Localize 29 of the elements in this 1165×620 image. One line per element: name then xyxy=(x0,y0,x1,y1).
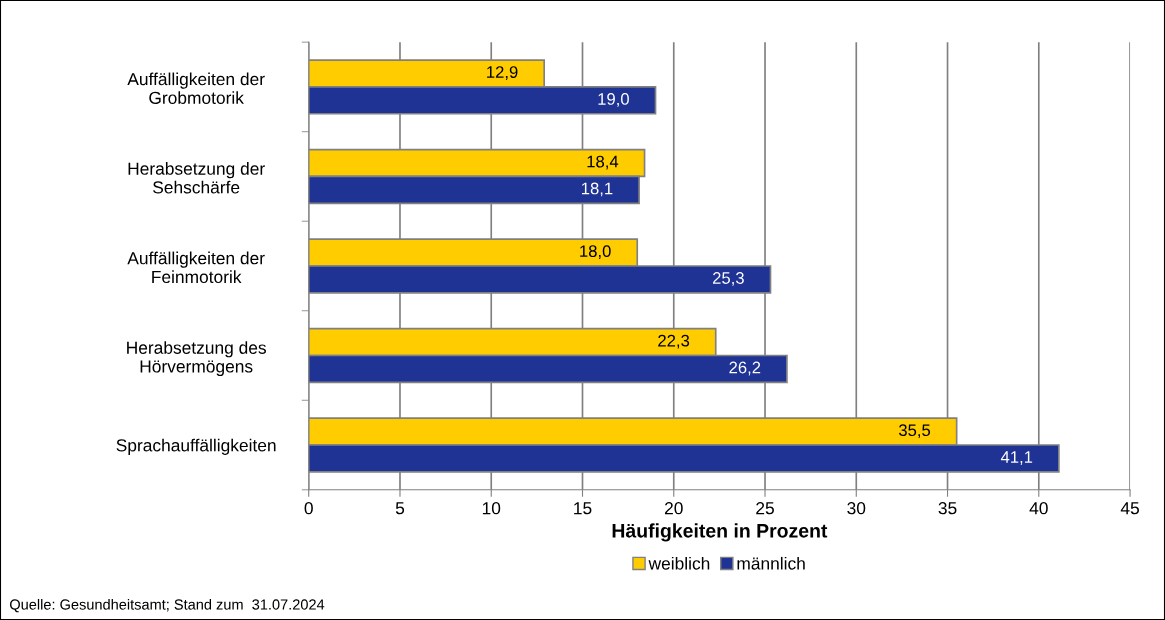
x-tick-label: 5 xyxy=(395,502,405,515)
data-label: 19,0 xyxy=(598,93,629,107)
x-tick-label: 35 xyxy=(938,502,957,515)
source-note: Quelle: Gesundheitsamt; Stand zum 31.07.2024 xyxy=(10,598,325,613)
data-label: 41,1 xyxy=(1000,451,1033,465)
x-tick-label: 40 xyxy=(1029,502,1048,515)
data-label: 18,4 xyxy=(587,155,619,170)
data-label: 12,9 xyxy=(487,66,518,80)
x-tick-label: 30 xyxy=(847,502,866,515)
data-label: 26,2 xyxy=(729,361,761,376)
y-tick-label: Auffälligkeiten der Grobmotorik xyxy=(127,72,265,104)
x-tick-label: 25 xyxy=(756,502,774,515)
y-tick-label: Sprachauffälligkeiten xyxy=(116,438,276,455)
x-tick-label: 45 xyxy=(1120,502,1139,515)
y-tick-label: Herabsetzung der Sehschärfe xyxy=(128,162,265,194)
x-tick-label: 10 xyxy=(482,502,501,515)
legend-label: männlich xyxy=(737,556,805,570)
x-tick-label: 15 xyxy=(574,502,592,515)
data-label: 18,1 xyxy=(582,182,613,197)
legend-label: weiblich xyxy=(648,556,710,570)
x-axis-title: Häufigkeiten in Prozent xyxy=(612,523,828,542)
data-label: 35,5 xyxy=(898,424,931,439)
data-label: 25,3 xyxy=(713,272,744,286)
x-tick-label: 0 xyxy=(304,502,313,515)
data-label: 22,3 xyxy=(658,334,690,349)
x-tick-label: 20 xyxy=(664,502,683,515)
y-tick-label: Herabsetzung des Hörvermögens xyxy=(127,341,266,377)
data-label: 18,0 xyxy=(580,245,611,259)
y-tick-label: Auffälligkeiten der Feinmotorik xyxy=(127,251,265,284)
